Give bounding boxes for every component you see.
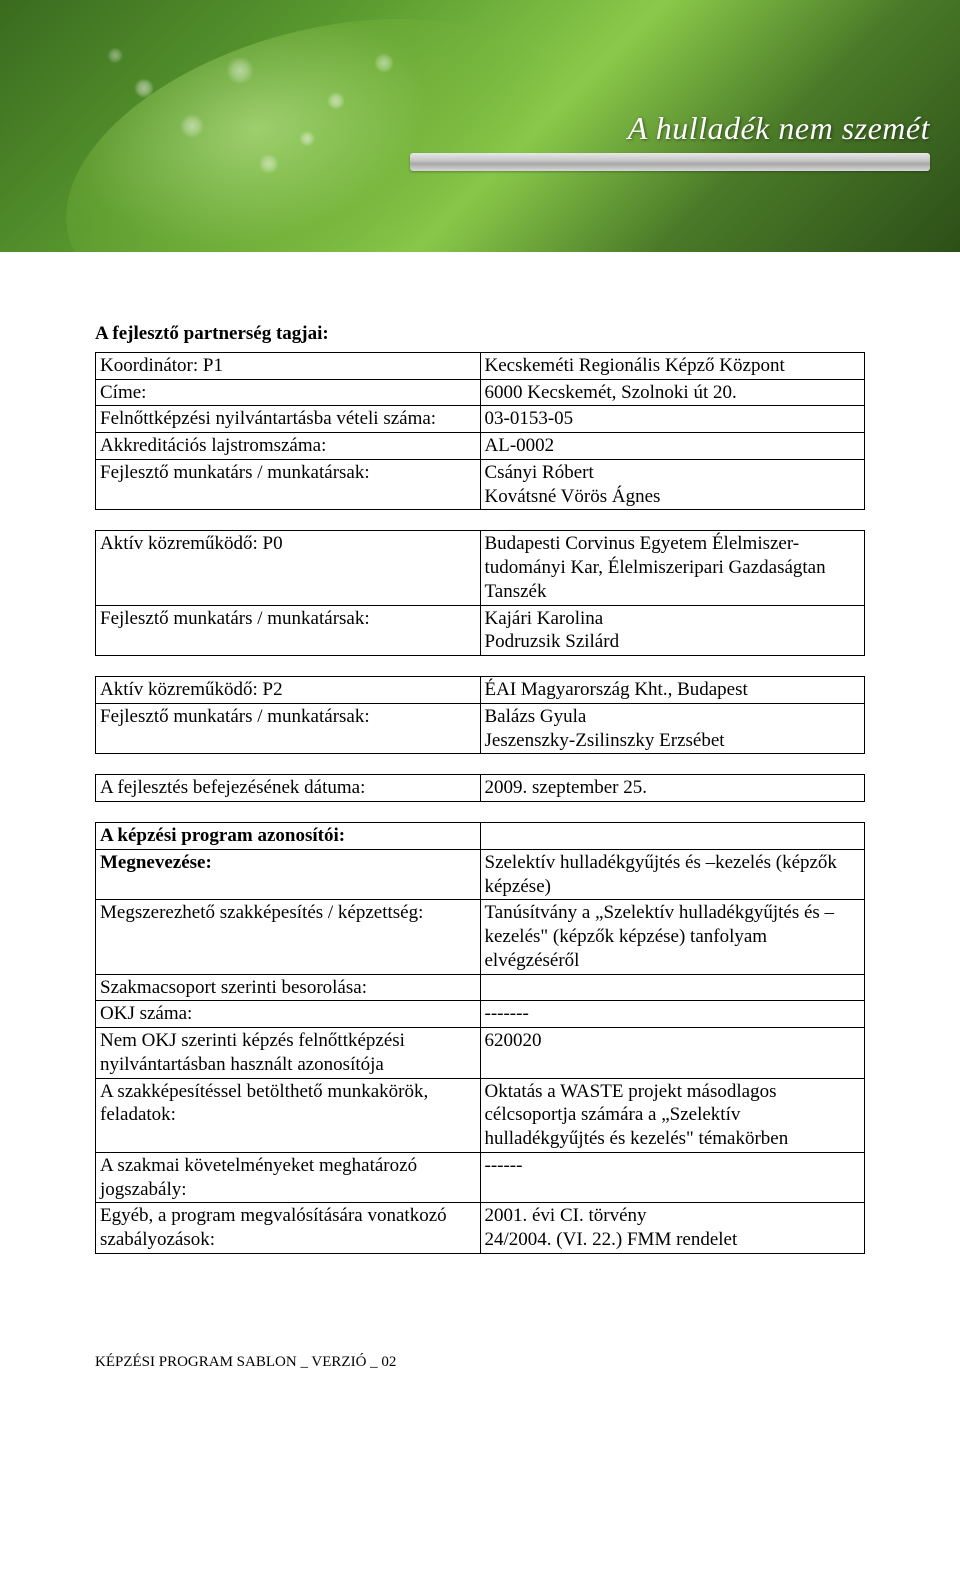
cell-val: ------	[480, 1152, 865, 1203]
cell-val: Kecskeméti Regionális Képző Központ	[480, 352, 865, 379]
cell-val: 2001. évi CI. törvény 24/2004. (VI. 22.)…	[480, 1203, 865, 1254]
cell-key: Nem OKJ szerinti képzés felnőttképzési n…	[96, 1028, 481, 1079]
banner-title: A hulladék nem szemét	[410, 110, 930, 147]
table-row: OKJ száma: -------	[96, 1001, 865, 1028]
cell-val	[480, 823, 865, 850]
cell-val: ÉAI Magyarország Kht., Budapest	[480, 677, 865, 704]
table-row: Aktív közreműködő: P2 ÉAI Magyarország K…	[96, 677, 865, 704]
cell-key: Fejlesztő munkatárs / munkatársak:	[96, 703, 481, 754]
table-row: Megnevezése: Szelektív hulladékgyűjtés é…	[96, 849, 865, 900]
cell-val: 03-0153-05	[480, 406, 865, 433]
page-content: A fejlesztő partnerség tagjai: Koordinát…	[0, 252, 960, 1284]
table-row: Koordinátor: P1 Kecskeméti Regionális Ké…	[96, 352, 865, 379]
table-row: Szakmacsoport szerinti besorolása:	[96, 974, 865, 1001]
table-program-ids: A képzési program azonosítói: Megnevezés…	[95, 822, 865, 1254]
cell-val: AL-0002	[480, 433, 865, 460]
cell-val: Balázs Gyula Jeszenszky-Zsilinszky Erzsé…	[480, 703, 865, 754]
cell-val: 2009. szeptember 25.	[480, 775, 865, 802]
table-row: Megszerezhető szakképesítés / képzettség…	[96, 900, 865, 974]
cell-val: Tanúsítvány a „Szelektív hulladékgyűjtés…	[480, 900, 865, 974]
cell-val: 620020	[480, 1028, 865, 1079]
cell-key: A fejlesztés befejezésének dátuma:	[96, 775, 481, 802]
cell-key: OKJ száma:	[96, 1001, 481, 1028]
table-row: A szakmai követelményeket meghatározó jo…	[96, 1152, 865, 1203]
cell-val: 6000 Kecskemét, Szolnoki út 20.	[480, 379, 865, 406]
table-row: Akkreditációs lajstromszáma: AL-0002	[96, 433, 865, 460]
cell-val: Kajári Karolina Podruzsik Szilárd	[480, 605, 865, 656]
table-row: Aktív közreműködő: P0 Budapesti Corvinus…	[96, 531, 865, 605]
cell-key: Címe:	[96, 379, 481, 406]
cell-key: Megnevezése:	[96, 849, 481, 900]
table-partners-p2: Aktív közreműködő: P2 ÉAI Magyarország K…	[95, 676, 865, 754]
cell-key: Fejlesztő munkatárs / munkatársak:	[96, 459, 481, 510]
banner-title-wrap: A hulladék nem szemét	[410, 110, 930, 171]
table-row: Fejlesztő munkatárs / munkatársak: Kajár…	[96, 605, 865, 656]
table-completion-date: A fejlesztés befejezésének dátuma: 2009.…	[95, 774, 865, 802]
cell-val	[480, 974, 865, 1001]
cell-val: Oktatás a WASTE projekt másodlagos célcs…	[480, 1078, 865, 1152]
table-row: Fejlesztő munkatárs / munkatársak: Baláz…	[96, 703, 865, 754]
cell-key: Szakmacsoport szerinti besorolása:	[96, 974, 481, 1001]
table-row: Nem OKJ szerinti képzés felnőttképzési n…	[96, 1028, 865, 1079]
table-partners-coordinator: Koordinátor: P1 Kecskeméti Regionális Ké…	[95, 352, 865, 511]
section-2-title: A képzési program azonosítói:	[96, 823, 481, 850]
cell-key: Egyéb, a program megvalósítására vonatko…	[96, 1203, 481, 1254]
cell-val: Budapesti Corvinus Egyetem Élelmiszer-tu…	[480, 531, 865, 605]
cell-key: Aktív közreműködő: P2	[96, 677, 481, 704]
cell-key: Felnőttképzési nyilvántartásba vételi sz…	[96, 406, 481, 433]
cell-val: Szelektív hulladékgyűjtés és –kezelés (k…	[480, 849, 865, 900]
table-row: Címe: 6000 Kecskemét, Szolnoki út 20.	[96, 379, 865, 406]
cell-key: A szakképesítéssel betölthető munkakörök…	[96, 1078, 481, 1152]
cell-val: -------	[480, 1001, 865, 1028]
table-row: Fejlesztő munkatárs / munkatársak: Csány…	[96, 459, 865, 510]
cell-key: Koordinátor: P1	[96, 352, 481, 379]
cell-key: Akkreditációs lajstromszáma:	[96, 433, 481, 460]
cell-val: Csányi Róbert Kovátsné Vörös Ágnes	[480, 459, 865, 510]
cell-key: Megszerezhető szakképesítés / képzettség…	[96, 900, 481, 974]
cell-key: A szakmai követelményeket meghatározó jo…	[96, 1152, 481, 1203]
table-row: Felnőttképzési nyilvántartásba vételi sz…	[96, 406, 865, 433]
banner-underline	[410, 153, 930, 171]
section-1-title: A fejlesztő partnerség tagjai:	[95, 322, 865, 346]
cell-key: Aktív közreműködő: P0	[96, 531, 481, 605]
page-footer: KÉPZÉSI PROGRAM SABLON _ VERZIÓ _ 02	[0, 1284, 960, 1391]
cell-key: Fejlesztő munkatárs / munkatársak:	[96, 605, 481, 656]
table-row: A fejlesztés befejezésének dátuma: 2009.…	[96, 775, 865, 802]
table-row: Egyéb, a program megvalósítására vonatko…	[96, 1203, 865, 1254]
table-row: A szakképesítéssel betölthető munkakörök…	[96, 1078, 865, 1152]
table-partners-p0: Aktív közreműködő: P0 Budapesti Corvinus…	[95, 530, 865, 656]
table-row: A képzési program azonosítói:	[96, 823, 865, 850]
header-banner: A hulladék nem szemét	[0, 0, 960, 252]
